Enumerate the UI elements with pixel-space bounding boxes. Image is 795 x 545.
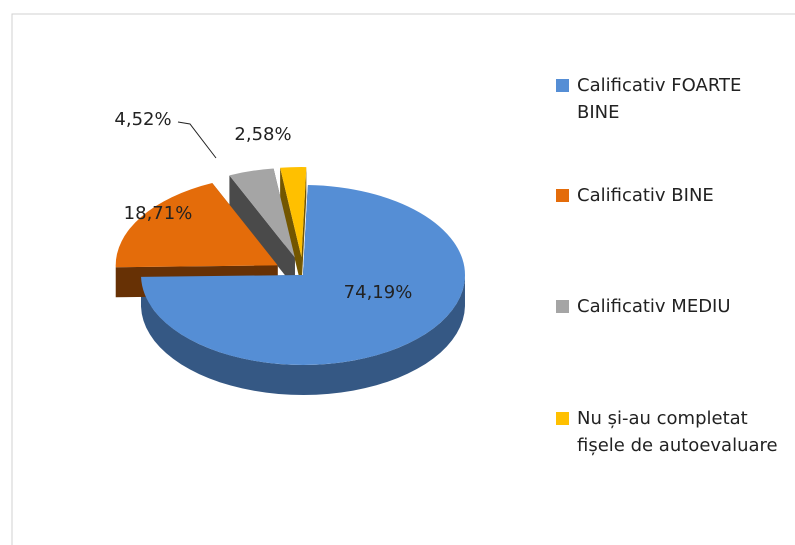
- data-label: 74,19%: [344, 282, 413, 303]
- legend-item: Calificativ BINE: [556, 182, 786, 209]
- slice: [280, 167, 307, 258]
- slice-side: [141, 276, 465, 395]
- slice: [115, 183, 278, 268]
- legend-swatch: [556, 79, 569, 92]
- frame: [11, 13, 795, 545]
- legend-label: Nu și-au completat fișele de autoevaluar…: [577, 408, 778, 456]
- legend-swatch: [556, 189, 569, 202]
- legend-item: Calificativ MEDIU: [556, 293, 786, 320]
- legend-swatch: [556, 300, 569, 313]
- slice-wall: [280, 167, 302, 288]
- legend-swatch: [556, 412, 569, 425]
- data-label: 2,58%: [234, 124, 291, 145]
- slice-wall: [229, 175, 295, 288]
- slice: [229, 168, 295, 258]
- leader-line: [177, 121, 217, 159]
- data-label: 4,52%: [114, 109, 171, 130]
- legend-item: Nu și-au completat fișele de autoevaluar…: [556, 405, 786, 459]
- legend-item: Calificativ FOARTE BINE: [556, 72, 786, 126]
- data-label: 18,71%: [124, 203, 193, 224]
- legend-label: Calificativ BINE: [577, 185, 714, 206]
- legend-label: Calificativ MEDIU: [577, 296, 731, 317]
- slice: [141, 185, 466, 365]
- legend-label: Calificativ FOARTE BINE: [577, 75, 742, 123]
- slice-wall: [301, 167, 307, 288]
